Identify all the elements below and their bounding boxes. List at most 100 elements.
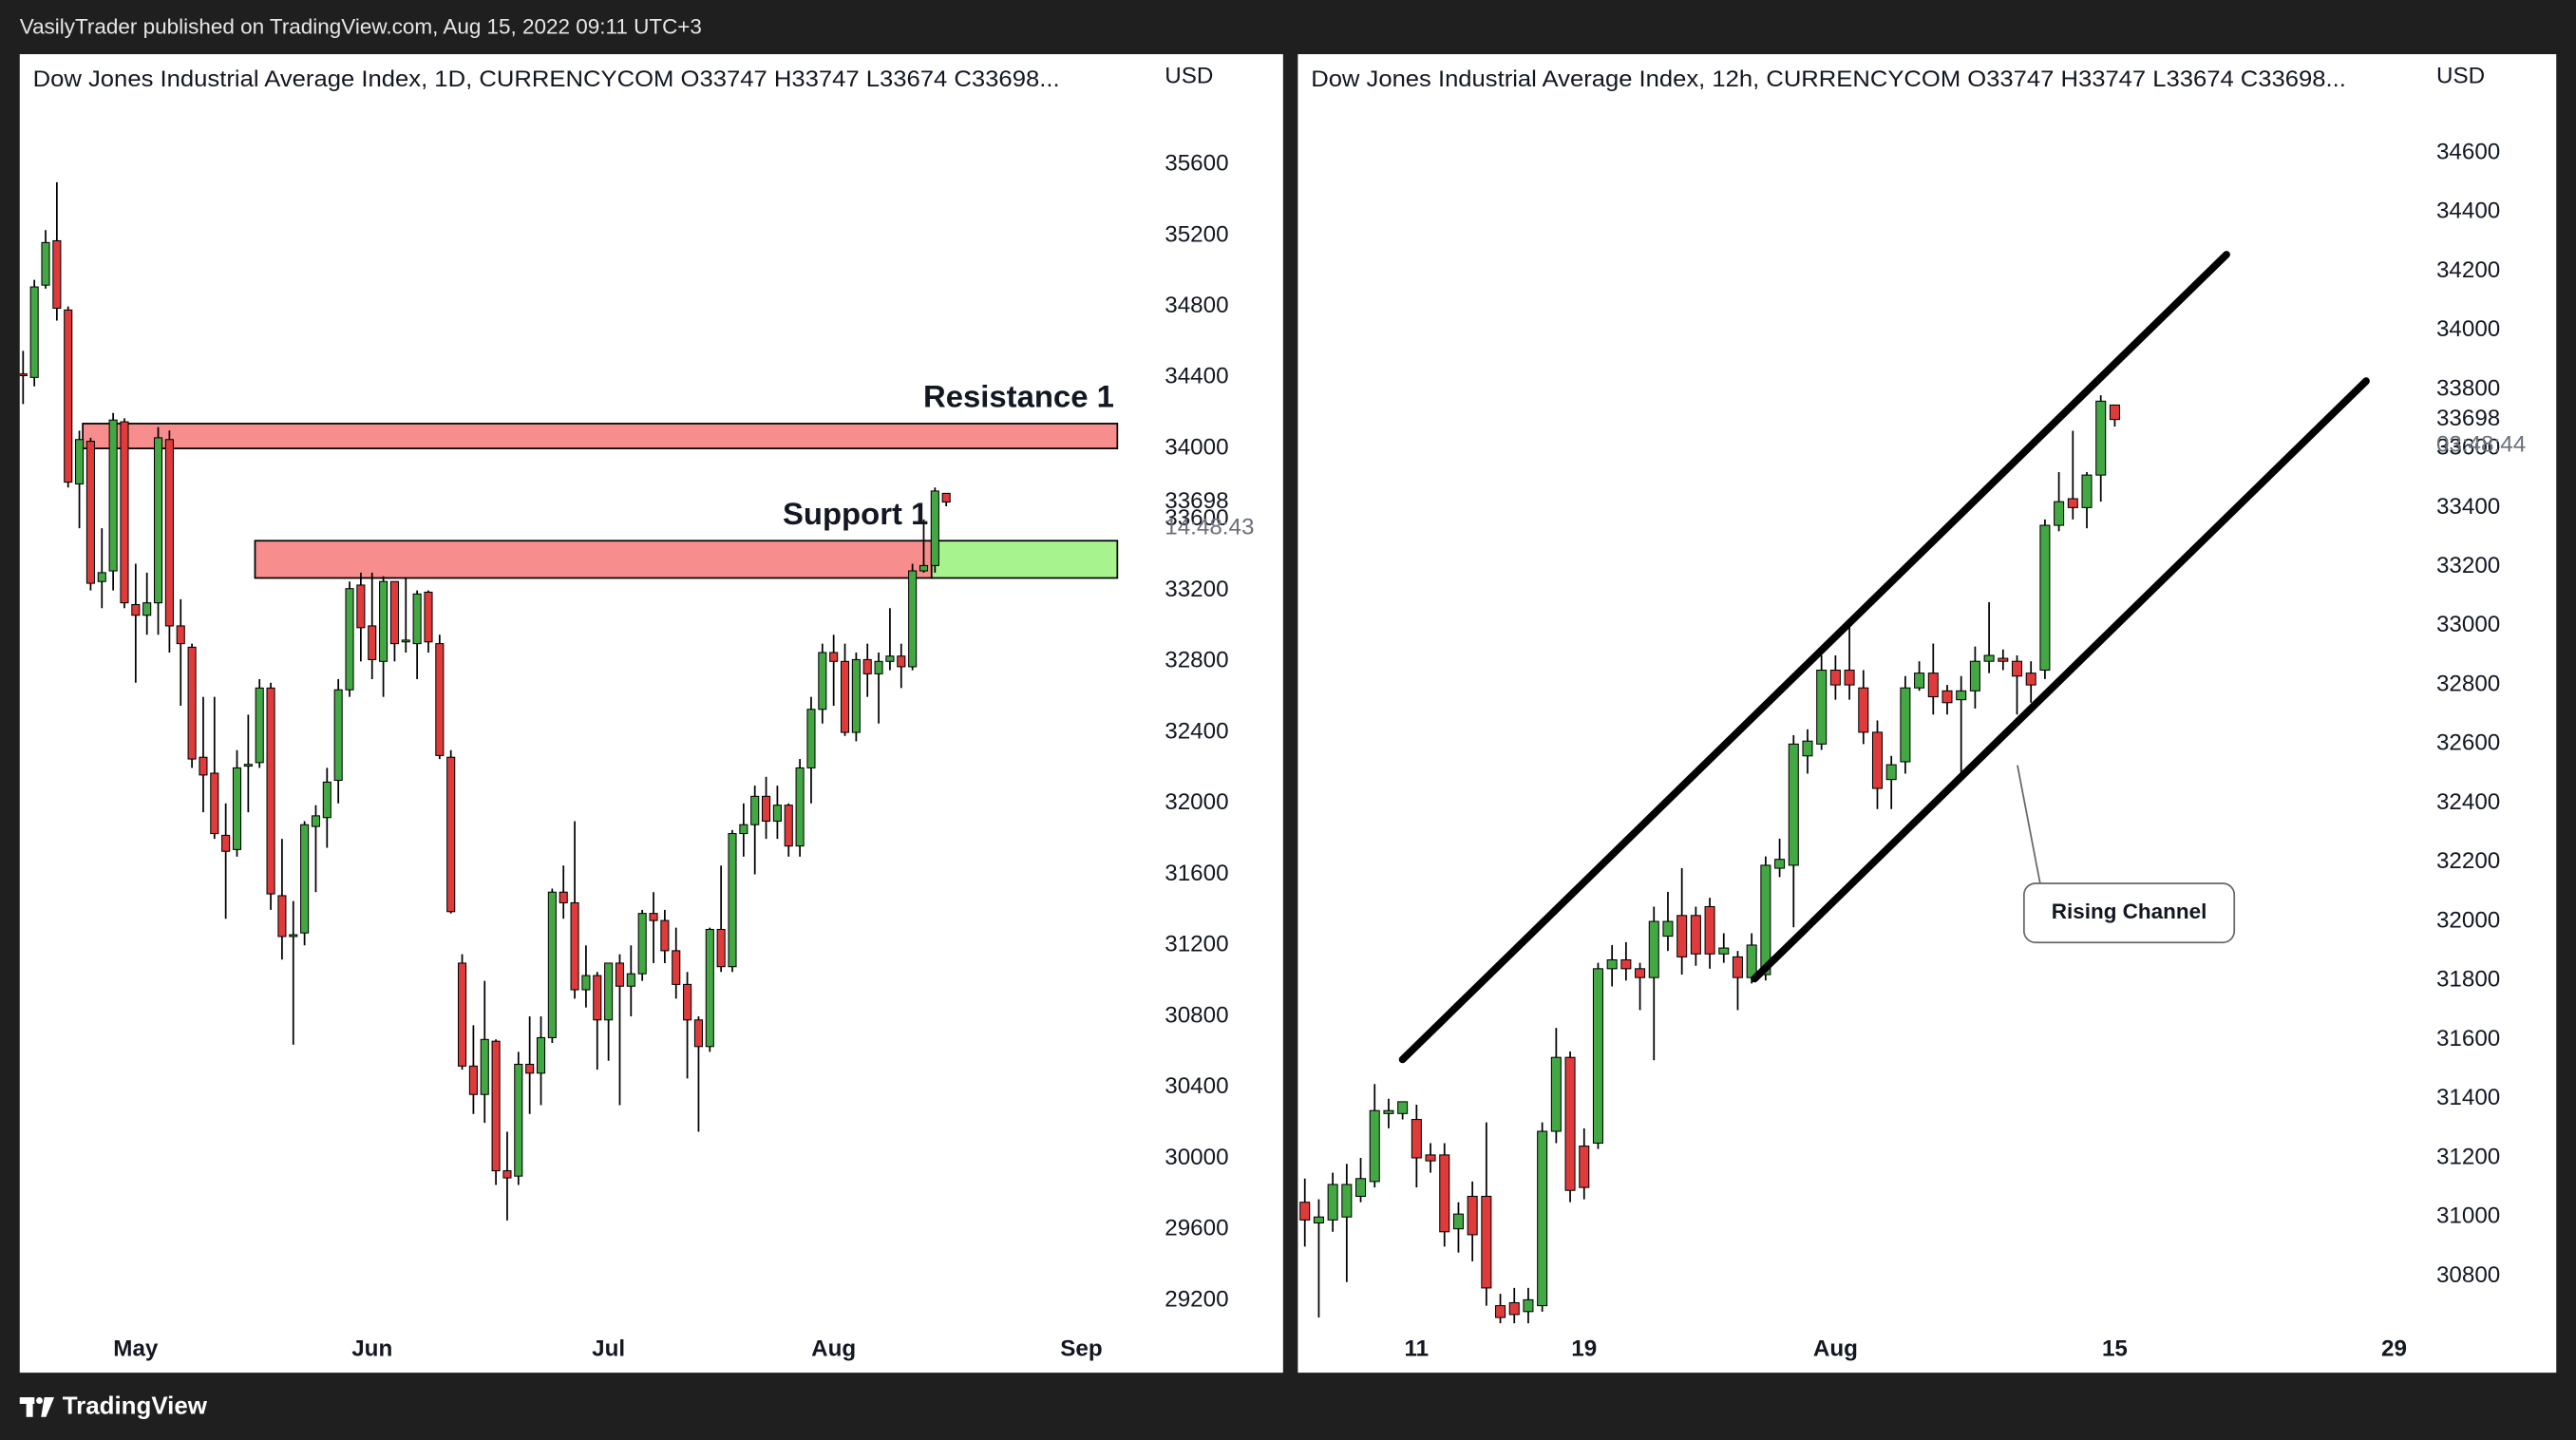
candle-body <box>2095 400 2107 476</box>
candle-body <box>818 652 827 711</box>
y-tick-label: 29200 <box>1165 1286 1228 1312</box>
candle-body <box>1313 1216 1324 1223</box>
left-panel <box>19 54 1283 1374</box>
candle-body <box>401 639 410 643</box>
y-tick-label: 33000 <box>2436 612 2500 637</box>
y-tick-label: 33200 <box>1165 577 1228 602</box>
last-price-label: 33698 <box>2436 406 2500 431</box>
candle-body <box>311 815 321 827</box>
candle-body <box>356 584 366 629</box>
candle-body <box>1871 731 1884 789</box>
candle-body <box>97 572 106 582</box>
candle-body <box>604 962 614 1021</box>
candle-body <box>221 834 231 852</box>
candle-body <box>1718 947 1730 955</box>
y-tick-label: 33600 <box>1165 505 1228 531</box>
candle-body <box>1941 690 1953 704</box>
candle-body <box>570 901 579 991</box>
candle-body <box>615 962 625 987</box>
candle-body <box>1662 920 1674 938</box>
x-tick-label: Jun <box>351 1336 392 1361</box>
candle-body <box>368 625 377 660</box>
candle-body <box>142 602 152 616</box>
y-tick-label: 34000 <box>2436 316 2500 342</box>
y-tick-label: 31000 <box>2436 1203 2500 1229</box>
candle-body <box>795 767 805 847</box>
candle-body <box>1690 915 1701 955</box>
y-tick-label: 31200 <box>1165 932 1228 957</box>
candle-body <box>728 833 737 968</box>
y-tick-label: 30800 <box>1165 1002 1228 1028</box>
candle-body <box>277 895 287 938</box>
candle-body <box>672 950 681 985</box>
candle-body <box>1998 657 2009 662</box>
candle-body <box>1885 764 1897 781</box>
candle-body <box>1523 1298 1534 1313</box>
candle-body <box>2039 524 2051 672</box>
candle-body <box>2067 498 2078 508</box>
candle-body <box>874 660 883 674</box>
candle-body <box>232 767 242 850</box>
zone <box>254 540 933 579</box>
candle-body <box>1676 915 1688 957</box>
candle-body <box>514 1063 523 1177</box>
currency-label: USD <box>1165 64 1213 89</box>
last-price-label: 33698 <box>1165 488 1228 514</box>
candle-body <box>1606 958 1618 970</box>
y-tick-label: 33800 <box>2436 375 2500 401</box>
candle-body <box>1439 1154 1450 1233</box>
candle-body <box>559 891 568 903</box>
candle-body <box>1914 673 1925 689</box>
candle-body <box>41 241 50 286</box>
candle-body <box>840 660 850 733</box>
zone-label: Support 1 <box>783 496 928 531</box>
candle-body <box>930 490 939 566</box>
y-tick-label: 34200 <box>2436 257 2500 283</box>
candle-body <box>424 591 433 643</box>
x-tick-label: May <box>113 1336 159 1361</box>
candle-body <box>333 689 343 782</box>
candle-body <box>1341 1184 1353 1218</box>
x-tick-label: 11 <box>1405 1336 1430 1361</box>
trend-line <box>1751 377 2370 983</box>
candle-body <box>243 764 253 767</box>
candle-body <box>289 934 298 938</box>
candle-body <box>131 604 141 616</box>
x-tick-label: Aug <box>811 1336 856 1361</box>
candle-body <box>446 756 456 913</box>
candle-body <box>547 891 557 1038</box>
plot-area <box>1299 251 2370 1324</box>
x-tick-label: Aug <box>1813 1336 1858 1361</box>
candle-body <box>536 1036 546 1074</box>
candle-body <box>851 658 861 733</box>
y-tick-label: 31800 <box>2436 967 2500 993</box>
candle-body <box>85 441 95 584</box>
candle-body <box>457 962 467 1067</box>
publish-info: VasilyTrader published on TradingView.co… <box>20 14 702 38</box>
candle-body <box>255 687 264 764</box>
footer-brand[interactable]: TradingView <box>63 1393 208 1419</box>
candle-body <box>2054 501 2065 526</box>
candle-body <box>581 975 591 991</box>
candle-body <box>412 593 422 645</box>
candle-body <box>885 655 895 662</box>
candle-body <box>1327 1184 1338 1221</box>
candle-body <box>64 309 73 483</box>
candle-body <box>1467 1195 1478 1236</box>
candle-body <box>593 975 602 1021</box>
candle-body <box>75 439 85 484</box>
y-tick-label: 32400 <box>1165 718 1228 744</box>
candle-body <box>806 709 816 768</box>
zone-label: Resistance 1 <box>923 379 1114 414</box>
candle-body <box>660 919 670 952</box>
candle-body <box>705 928 714 1048</box>
candle-body <box>829 652 839 662</box>
candle-body <box>1383 1109 1394 1114</box>
candle-body <box>772 805 782 822</box>
candle-body <box>52 239 62 309</box>
candle-body <box>1704 905 1715 955</box>
y-tick-label: 30400 <box>1165 1073 1228 1099</box>
candle-body <box>1537 1130 1548 1307</box>
